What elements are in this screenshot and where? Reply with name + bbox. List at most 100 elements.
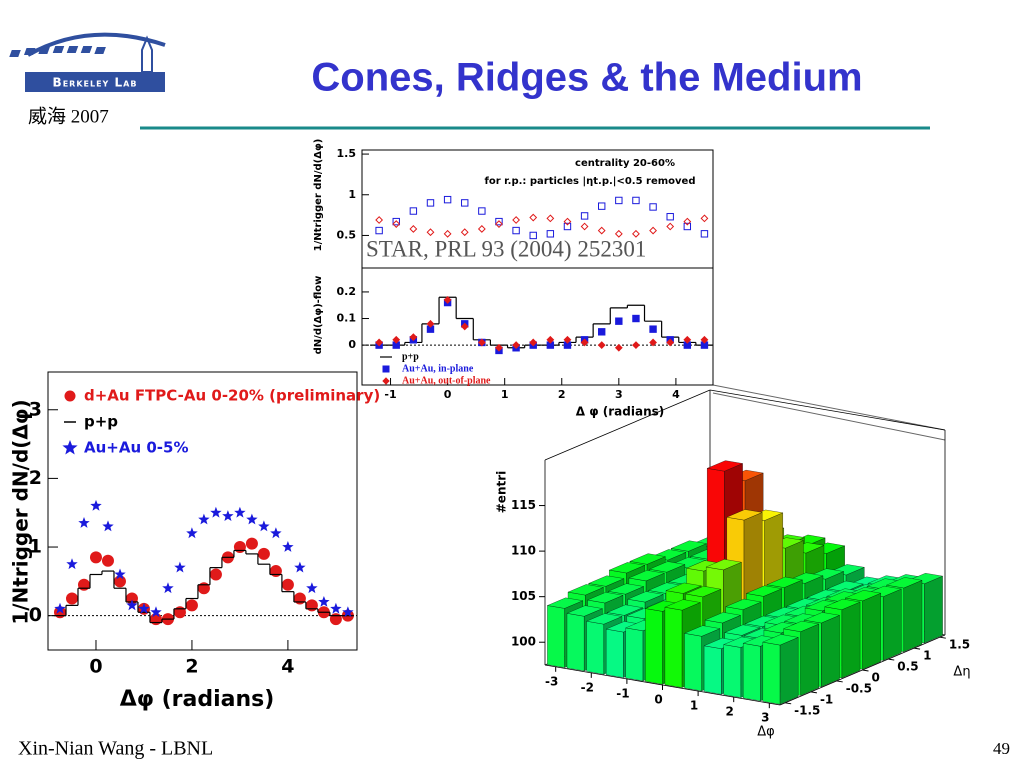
point: [392, 335, 401, 344]
point: [666, 222, 675, 231]
y-tick: [939, 636, 946, 639]
point: [281, 578, 294, 591]
point: [392, 220, 401, 228]
point: [580, 212, 589, 220]
bar-top: [607, 583, 645, 595]
annotation: STAR, PRL 93 (2004) 252301: [366, 236, 646, 261]
point: [649, 203, 657, 211]
x-tick-label: 2: [185, 656, 198, 678]
x-axis-label: Δ φ (radians): [576, 405, 665, 419]
bar-top: [627, 591, 664, 603]
z-tick-label: 100: [511, 635, 536, 649]
bar-front: [606, 628, 624, 678]
x-tick-label: 0: [444, 388, 452, 401]
bar-side: [800, 623, 819, 696]
point: [632, 341, 640, 350]
point: [65, 592, 78, 605]
y-tick: [913, 647, 921, 650]
subtitle: 威海 2007: [28, 105, 109, 127]
x-tick-label: 3: [761, 711, 769, 725]
bar-side: [779, 637, 799, 705]
bar-top: [886, 577, 923, 589]
bar-front: [566, 613, 585, 672]
point: [185, 599, 198, 612]
bar-side: [903, 580, 923, 653]
bar-top: [726, 509, 763, 521]
bar-top: [684, 586, 722, 598]
point: [614, 229, 623, 238]
logo-bar: [25, 72, 165, 92]
point: [563, 222, 572, 231]
legend-label: Au+Au, out-of-plane: [402, 375, 491, 386]
point: [210, 506, 222, 518]
point: [197, 582, 210, 595]
bar-top: [827, 580, 864, 592]
logo-text: Berkeley Lab: [53, 76, 138, 90]
bar-top: [608, 562, 646, 574]
point: [495, 343, 503, 352]
x-tick-label: -3: [545, 674, 558, 688]
point: [305, 599, 318, 612]
point: [478, 207, 486, 215]
point: [392, 217, 400, 226]
point: [89, 551, 102, 564]
point: [632, 196, 640, 205]
point: [477, 225, 486, 233]
y-axis-label: dN/d(Δφ)-flow: [313, 276, 324, 355]
bar-top: [648, 561, 686, 573]
y-tick-label: 1.5: [949, 638, 970, 652]
bar-side: [821, 615, 840, 688]
z-axis-label: #entri: [495, 471, 509, 514]
point: [580, 338, 589, 347]
point: [615, 317, 623, 325]
point: [512, 226, 520, 235]
y-tick-label: 1: [923, 649, 931, 663]
x-tick-label: 2: [558, 388, 566, 401]
annotation: for r.p.: particles |ηt.p.|<0.5 removed: [485, 176, 696, 187]
connector-line: [712, 392, 946, 441]
x-tick-label: 0: [89, 656, 102, 678]
bar-top: [704, 612, 742, 624]
point: [632, 229, 640, 238]
point: [375, 216, 384, 224]
point: [233, 541, 246, 554]
legend-label: Au+Au, in-plane: [402, 363, 474, 374]
point: [258, 520, 270, 532]
x-axis-label: Δφ: [757, 725, 774, 740]
series: [370, 296, 713, 349]
point: [150, 606, 162, 618]
point: [598, 328, 606, 336]
series: [375, 195, 709, 240]
point: [683, 217, 692, 226]
point: [90, 499, 102, 511]
point: [114, 568, 126, 580]
legend-label: p+p: [402, 351, 419, 362]
bar-top: [844, 590, 882, 602]
bar-top: [566, 605, 603, 617]
point: [138, 602, 150, 614]
bar-front: [586, 621, 604, 675]
x-tick-label: -1: [384, 388, 396, 401]
point: [460, 322, 469, 331]
point: [426, 228, 435, 237]
bar-top: [588, 575, 625, 587]
bar-side: [862, 592, 881, 670]
point: [529, 231, 537, 240]
point: [269, 565, 282, 578]
y-tick-label: 0: [348, 338, 356, 351]
connector-line: [712, 384, 946, 431]
point: [382, 377, 390, 385]
point: [245, 537, 258, 550]
point: [54, 602, 66, 614]
point: [614, 343, 623, 352]
x-tick-label: 1: [501, 388, 509, 401]
point: [529, 338, 538, 347]
point: [173, 606, 186, 619]
point: [666, 338, 675, 347]
point: [700, 230, 709, 238]
bar-front: [703, 645, 722, 695]
y-tick-label: -0.5: [846, 681, 872, 695]
point: [529, 213, 538, 222]
bar-top: [606, 604, 644, 616]
